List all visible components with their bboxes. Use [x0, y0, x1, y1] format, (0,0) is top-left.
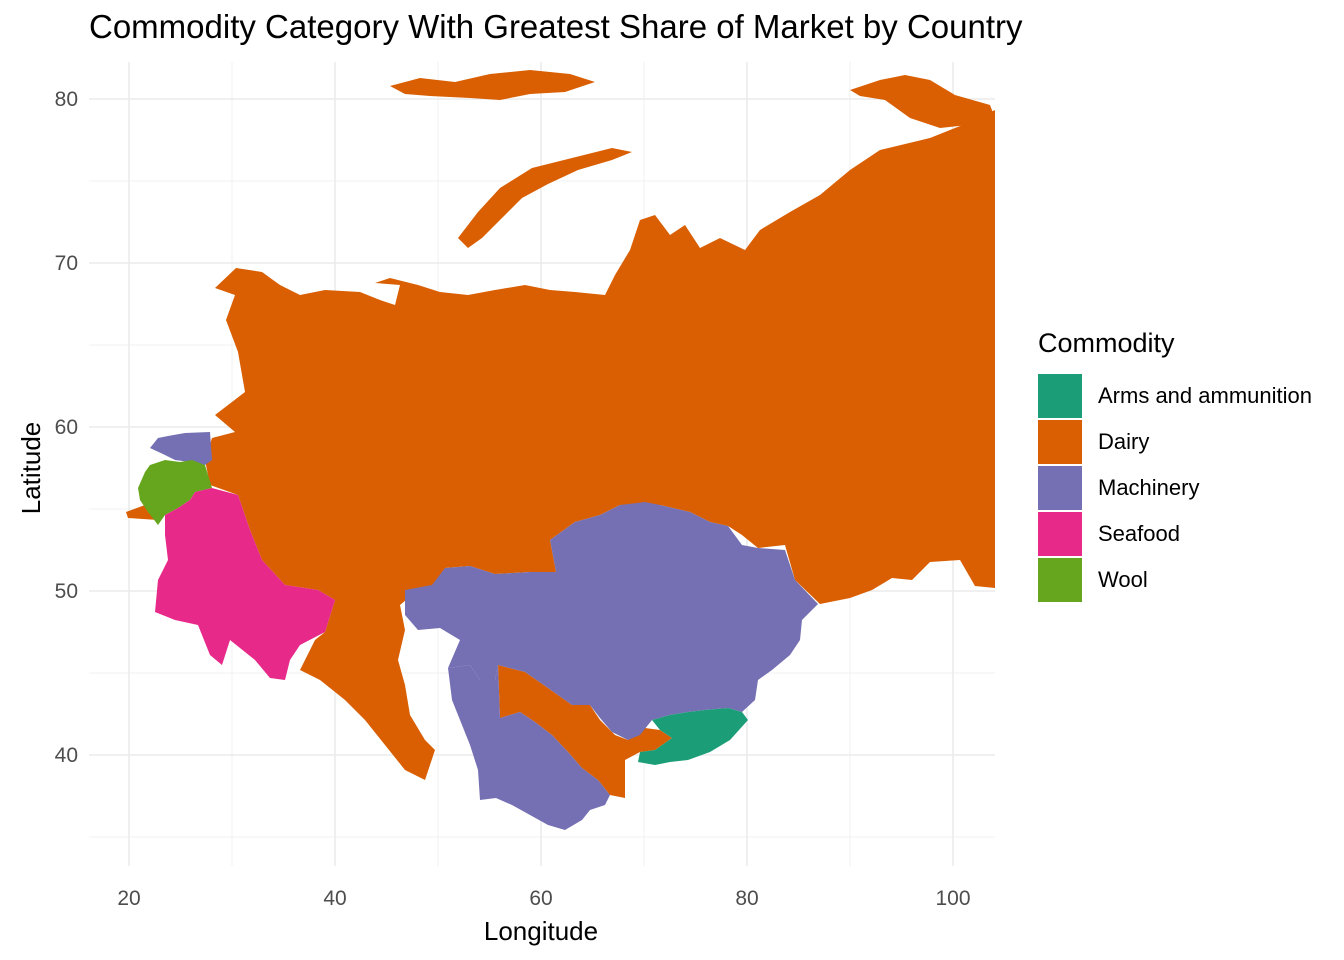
y-tick-label: 80: [55, 88, 78, 111]
legend-item: Dairy: [1038, 419, 1312, 465]
legend-swatch: [1038, 466, 1082, 510]
region-wool: [138, 460, 212, 525]
region-dairy-russia: [205, 110, 995, 780]
y-axis-ticks: 40 50 60 70 80: [55, 88, 78, 767]
x-tick-label: 80: [735, 887, 758, 910]
legend-label: Dairy: [1098, 429, 1150, 454]
region-dairy-severnaya-zemlya: [850, 75, 995, 128]
x-axis-title: Longitude: [484, 916, 598, 946]
y-tick-label: 50: [55, 580, 78, 603]
legend-item: Arms and ammunition: [1038, 373, 1312, 419]
chart-title: Commodity Category With Greatest Share o…: [89, 8, 1023, 45]
legend-label: Seafood: [1098, 521, 1180, 546]
y-tick-label: 70: [55, 252, 78, 275]
legend-label: Arms and ammunition: [1098, 383, 1312, 408]
legend: Commodity Arms and ammunition Dairy Machin…: [1038, 328, 1312, 603]
y-tick-label: 40: [55, 744, 78, 767]
region-arms: [638, 708, 748, 765]
y-axis-title: Latitude: [16, 422, 46, 515]
region-machinery-estonia: [150, 432, 212, 465]
x-tick-label: 60: [529, 887, 552, 910]
legend-label: Machinery: [1098, 475, 1200, 500]
y-tick-label: 60: [55, 416, 78, 439]
legend-swatch: [1038, 374, 1082, 418]
region-dairy-uzbekistan: [498, 665, 672, 798]
x-tick-label: 100: [935, 887, 970, 910]
region-machinery-turkmenistan: [448, 665, 610, 830]
legend-item: Wool: [1038, 557, 1312, 603]
legend-label: Wool: [1098, 567, 1148, 592]
legend-item: Seafood: [1038, 511, 1312, 557]
legend-swatch: [1038, 420, 1082, 464]
legend-swatch: [1038, 512, 1082, 556]
region-machinery-kazakhstan: [405, 502, 818, 740]
x-axis-ticks: 20 40 60 80 100: [117, 887, 970, 910]
legend-swatch: [1038, 558, 1082, 602]
x-tick-label: 40: [323, 887, 346, 910]
region-dairy-franz-josef: [390, 70, 595, 100]
legend-title: Commodity: [1038, 328, 1175, 358]
region-seafood: [155, 488, 335, 680]
legend-item: Machinery: [1038, 465, 1312, 511]
x-tick-label: 20: [117, 887, 140, 910]
region-dairy-novaya-zemlya: [458, 148, 632, 248]
